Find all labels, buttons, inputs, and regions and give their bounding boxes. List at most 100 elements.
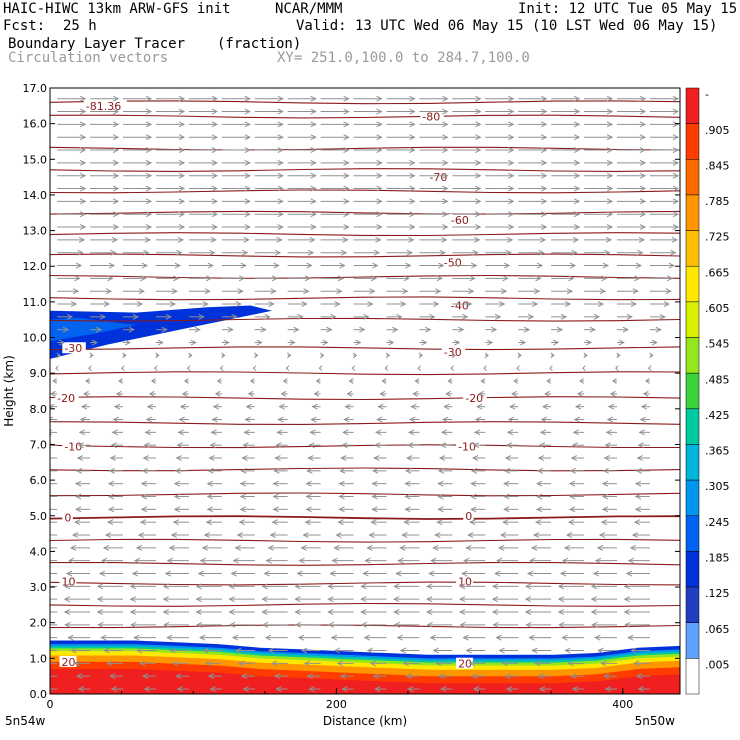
wind-vector-head: [491, 596, 499, 603]
wind-vector-head: [206, 480, 214, 487]
wind-vector-head: [672, 185, 680, 192]
wind-vector-head: [530, 544, 538, 551]
contour-label: -81.36: [86, 100, 121, 113]
wind-vector-head: [172, 519, 180, 526]
wind-vector-head: [360, 583, 367, 590]
wind-vector-head: [435, 660, 442, 667]
wind-vector-head: [458, 609, 466, 615]
wind-vector-head: [459, 583, 466, 590]
wind-vector-head: [95, 326, 103, 333]
colorbar-cell: [685, 408, 700, 445]
wind-vector-head: [468, 660, 475, 667]
wind-vector-head: [539, 429, 547, 436]
wind-vector-head: [55, 365, 59, 372]
wind-vector-head: [624, 621, 631, 628]
wind-vector-head: [503, 467, 511, 474]
colorbar: - .905 .845 .785 .725 .665 .605 .545 .485 .425 .36…: [685, 87, 730, 695]
wind-vector-head: [207, 262, 214, 269]
wind-vector-head: [302, 532, 309, 538]
y-tick-label: 0.0: [30, 688, 48, 701]
wind-vector-head: [528, 557, 536, 564]
wind-vector-head: [627, 634, 634, 641]
wind-vector-head: [402, 660, 409, 667]
colorbar-label: .905: [705, 124, 730, 137]
wind-vector-head: [483, 365, 487, 372]
wind-vector-head: [221, 352, 226, 359]
wind-vector-head: [228, 583, 235, 590]
wind-vector-head: [309, 429, 316, 436]
contour-label-bg: [427, 171, 451, 183]
wind-vector-head: [437, 493, 444, 500]
wind-vector-head: [176, 249, 183, 256]
wind-vector-head: [437, 467, 445, 474]
contour-label: -60: [451, 214, 469, 227]
wind-vector-head: [178, 108, 186, 115]
colorbar-cell: [685, 230, 700, 267]
contour-line: [50, 346, 680, 351]
wind-vector-head: [623, 583, 631, 590]
wind-vector-head: [409, 134, 416, 141]
wind-vector-head: [195, 596, 202, 603]
y-tick-label: 10.0: [23, 332, 48, 345]
wind-vector-head: [508, 224, 515, 230]
wind-vector-head: [498, 647, 505, 654]
wind-vector-head: [206, 506, 214, 513]
wind-vector-head: [544, 390, 550, 397]
wind-vector-head: [79, 224, 87, 230]
wind-vector-head: [207, 673, 215, 680]
wind-vector-head: [196, 621, 203, 628]
wind-vector-head: [178, 134, 186, 141]
wind-vector-head: [536, 506, 543, 513]
wind-vector-head: [252, 365, 257, 372]
wind-vector-head: [197, 570, 204, 577]
wind-vector-head: [632, 288, 639, 295]
wind-vector-head: [343, 185, 350, 192]
model-title: HAIC-HIWC 13km ARW-GFS init: [3, 1, 231, 17]
wind-vector-head: [211, 198, 219, 205]
wind-vector-head: [333, 647, 341, 654]
wind-vector-head: [567, 519, 575, 526]
wind-vector-head: [300, 544, 307, 551]
contour-label: 0: [465, 510, 472, 523]
wind-vector-head: [475, 198, 482, 205]
contour-line: [50, 232, 680, 237]
colorbar-label: .065: [705, 623, 730, 636]
wind-vector-head: [469, 275, 476, 282]
wind-vector-head: [261, 621, 269, 628]
wind-vector-head: [442, 185, 449, 192]
wind-vector-head: [199, 557, 206, 564]
wind-vector-head: [173, 506, 181, 513]
wind-vector-head: [109, 455, 116, 461]
wind-vector-head: [440, 686, 447, 692]
contour-label-bg: [456, 575, 474, 587]
wind-vector-head: [272, 506, 279, 513]
x-tick-label: 0: [47, 698, 54, 711]
contour-label: -20: [57, 392, 75, 405]
wind-vector-head: [85, 378, 90, 384]
wind-vector-head: [50, 390, 56, 397]
wind-vector-head: [388, 339, 395, 346]
wind-vector-head: [112, 198, 120, 205]
wind-vector-head: [181, 390, 188, 397]
colorbar-label: .185: [705, 552, 730, 565]
wind-vector-head: [111, 236, 119, 243]
wind-vector-head: [569, 467, 577, 474]
wind-vector-head: [79, 185, 87, 192]
plot-frame: [49, 87, 681, 695]
wind-vector-head: [32, 597, 37, 602]
wind-vector-head: [307, 249, 315, 256]
colorbar-label: .485: [705, 373, 730, 386]
wind-vector-head: [137, 532, 145, 538]
wind-vector-head: [533, 288, 541, 295]
wind-vector-head: [210, 236, 217, 243]
y-tick-label: 13.0: [23, 225, 48, 238]
wind-vector-head: [277, 172, 284, 179]
wind-vector-head: [188, 352, 193, 359]
wind-vector-head: [80, 403, 88, 410]
wind-vector-head: [672, 198, 680, 205]
contour-line: [50, 581, 680, 586]
wind-vector-head: [505, 686, 513, 692]
wind-vector-head: [205, 519, 213, 526]
wind-vector-head: [311, 403, 318, 410]
colorbar-cell: [685, 515, 700, 552]
